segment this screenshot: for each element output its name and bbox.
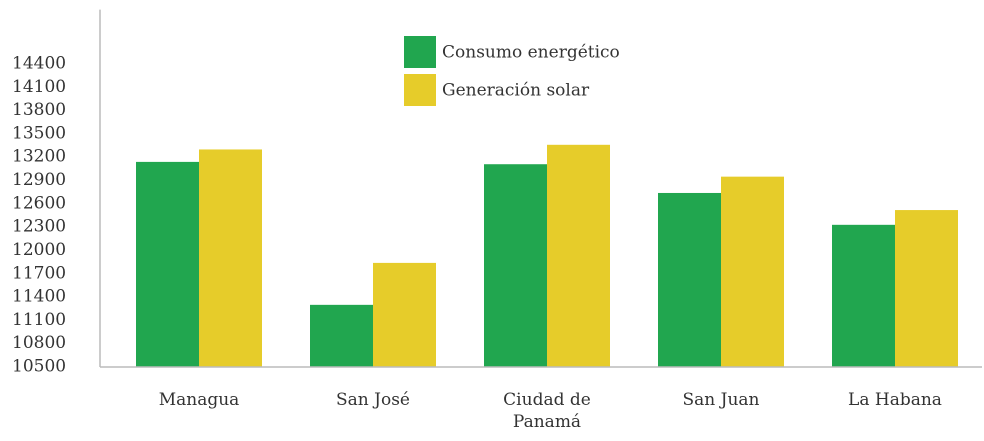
bar: [547, 144, 610, 367]
bar: [721, 176, 784, 367]
y-tick-label: 12300: [12, 217, 66, 237]
legend-label: Consumo energético: [442, 43, 620, 63]
bar: [895, 210, 958, 367]
bar: [484, 164, 547, 367]
legend-swatch: [404, 36, 436, 68]
bar: [658, 192, 721, 367]
bar: [310, 304, 373, 367]
bar: [832, 224, 895, 367]
y-tick-label: 10800: [12, 333, 66, 353]
y-tick-label: 14100: [12, 77, 66, 97]
y-tick-label: 12900: [12, 170, 66, 190]
x-tick-label: Ciudad de Panamá: [503, 390, 591, 432]
y-tick-label: 13800: [12, 100, 66, 120]
y-tick-label: 11100: [12, 310, 66, 330]
y-tick-label: 14400: [12, 54, 66, 74]
bar: [136, 161, 199, 367]
x-tick-label: San Juan: [682, 390, 760, 410]
y-tick-label: 11400: [12, 287, 66, 307]
legend-swatch: [404, 74, 436, 106]
y-tick-label: 11700: [12, 263, 66, 283]
y-tick-label: 12000: [12, 240, 66, 260]
y-tick-label: 13500: [12, 123, 66, 143]
y-tick-label: 13200: [12, 147, 66, 167]
bar: [373, 262, 436, 367]
y-tick-label: 12600: [12, 193, 66, 213]
y-tick-label: 10500: [12, 357, 66, 377]
legend-label: Generación solar: [442, 81, 590, 101]
bar: [199, 149, 262, 367]
x-tick-label: La Habana: [848, 390, 942, 410]
x-tick-label: Managua: [158, 390, 240, 410]
x-tick-label: San José: [336, 390, 410, 410]
